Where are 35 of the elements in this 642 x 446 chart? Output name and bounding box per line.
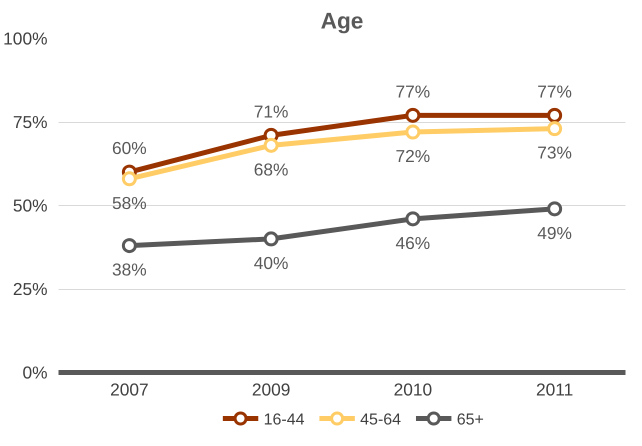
chart-title: Age bbox=[320, 8, 364, 34]
legend-label: 16-44 bbox=[264, 412, 305, 428]
data-label: 77% bbox=[537, 81, 572, 102]
y-tick-label: 0% bbox=[22, 362, 48, 382]
y-tick-label: 100% bbox=[3, 28, 48, 48]
point bbox=[405, 108, 420, 123]
point bbox=[264, 138, 279, 153]
data-label: 58% bbox=[112, 192, 147, 213]
data-label: 49% bbox=[537, 222, 572, 243]
data-label: 71% bbox=[254, 101, 288, 122]
data-label: 77% bbox=[396, 81, 430, 102]
point bbox=[547, 108, 562, 123]
point bbox=[547, 121, 562, 136]
point bbox=[122, 171, 137, 186]
x-tick-label: 2009 bbox=[252, 380, 290, 400]
data-label: 46% bbox=[396, 232, 430, 253]
data-label: 60% bbox=[112, 138, 147, 158]
data-label: 40% bbox=[254, 252, 288, 273]
x-tick-label: 2007 bbox=[110, 380, 149, 400]
data-label: 73% bbox=[537, 142, 572, 163]
point bbox=[547, 201, 562, 216]
point bbox=[264, 231, 279, 246]
x-tick-label: 2010 bbox=[394, 380, 432, 400]
point bbox=[405, 211, 420, 226]
x-tick-label: 2011 bbox=[536, 380, 574, 400]
y-tick-label: 50% bbox=[12, 196, 48, 216]
point bbox=[122, 238, 137, 254]
data-label: 72% bbox=[396, 146, 430, 166]
y-tick-label: 75% bbox=[12, 112, 48, 132]
data-label: 38% bbox=[112, 260, 147, 280]
legend-label: 45-64 bbox=[360, 412, 402, 428]
data-label: 68% bbox=[254, 159, 288, 180]
point bbox=[405, 124, 420, 140]
legend-label: 65+ bbox=[456, 412, 484, 428]
y-tick-label: 25% bbox=[12, 279, 48, 299]
